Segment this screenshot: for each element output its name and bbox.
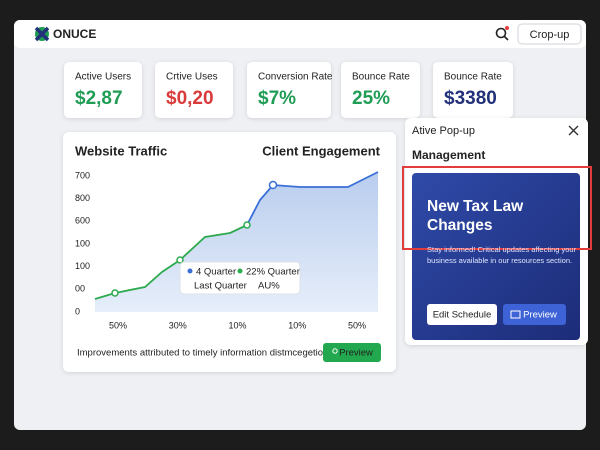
stat-card bbox=[155, 62, 233, 118]
brand: ONUCE bbox=[53, 27, 96, 41]
x-tick-label: 10% bbox=[228, 320, 246, 330]
news-body: Stay informed! Critical updates affectin… bbox=[427, 245, 577, 254]
y-tick-label: 0 bbox=[75, 306, 80, 316]
header-button-label[interactable]: Crop-up bbox=[530, 29, 570, 41]
logo bbox=[34, 26, 50, 42]
y-tick-label: 800 bbox=[75, 193, 90, 203]
card-preview-button[interactable] bbox=[503, 304, 566, 325]
stat-label: Conversion Rate bbox=[258, 72, 333, 83]
preview-button[interactable] bbox=[323, 343, 381, 362]
news-title: Changes bbox=[427, 217, 492, 234]
tooltip-item: 4 Quarter bbox=[196, 267, 236, 278]
edit-button-label[interactable]: Edit Schedule bbox=[433, 310, 492, 321]
chart-title: Website Traffic bbox=[75, 143, 167, 158]
chart-line-green bbox=[94, 224, 248, 300]
stat-value: $0,20 bbox=[166, 88, 214, 109]
news-body: business available in our resources sect… bbox=[427, 256, 572, 265]
x-tick-label: 50% bbox=[348, 320, 366, 330]
y-tick-label: 00 bbox=[75, 284, 85, 294]
stat-value: 25% bbox=[352, 88, 390, 109]
stat-label: Crtive Uses bbox=[166, 72, 218, 83]
x-tick-label: 50% bbox=[109, 320, 127, 330]
tooltip-text: AU% bbox=[258, 281, 280, 292]
news-card bbox=[412, 173, 580, 340]
stat-label: Active Users bbox=[75, 72, 131, 83]
user-icon bbox=[332, 348, 338, 354]
edit-button[interactable] bbox=[427, 304, 497, 325]
stat-label: Bounce Rate bbox=[352, 72, 410, 83]
stat-card bbox=[247, 62, 331, 118]
y-tick-label: 100 bbox=[75, 238, 90, 248]
header-button[interactable] bbox=[517, 23, 582, 45]
tooltip-item: 22% Quarter bbox=[246, 267, 300, 278]
y-tick-label: 100 bbox=[75, 261, 90, 271]
stat-value: $3380 bbox=[444, 88, 497, 109]
chart-line-blue bbox=[246, 171, 379, 226]
search-icon[interactable] bbox=[495, 26, 510, 41]
chart-tooltip bbox=[179, 261, 301, 295]
y-tick-label: 600 bbox=[75, 216, 90, 226]
chart-subtitle: Client Engagement bbox=[262, 143, 380, 158]
y-tick-label: 700 bbox=[75, 170, 90, 180]
stat-value: $2,87 bbox=[75, 88, 123, 109]
popup-heading: Management bbox=[412, 148, 485, 162]
header-bar bbox=[14, 20, 586, 48]
stat-card bbox=[433, 62, 513, 118]
stat-label: Bounce Rate bbox=[444, 72, 502, 83]
tooltip-dot bbox=[187, 268, 193, 274]
chart-point bbox=[111, 289, 119, 297]
highlight-box bbox=[402, 166, 592, 250]
footer-text: Improvements attributed to timely inform… bbox=[77, 348, 328, 359]
close-icon[interactable] bbox=[568, 125, 579, 136]
x-tick-label: 10% bbox=[288, 320, 306, 330]
chart-point bbox=[243, 221, 251, 229]
stat-value: $7% bbox=[258, 88, 296, 109]
tooltip-dot bbox=[237, 268, 243, 274]
preview-button-label[interactable]: Preview bbox=[339, 348, 373, 359]
popup-title: Ative Pop-up bbox=[412, 125, 475, 137]
chart-area bbox=[95, 172, 378, 312]
tooltip-text: Last Quarter bbox=[194, 281, 247, 292]
chart-point bbox=[176, 256, 184, 264]
card-preview-label[interactable]: Preview bbox=[523, 310, 557, 321]
mail-icon bbox=[510, 310, 521, 319]
x-tick-label: 30% bbox=[169, 320, 187, 330]
chart-point bbox=[268, 180, 278, 190]
news-title: New Tax Law bbox=[427, 198, 524, 215]
stat-card bbox=[341, 62, 420, 118]
stat-card bbox=[64, 62, 142, 118]
